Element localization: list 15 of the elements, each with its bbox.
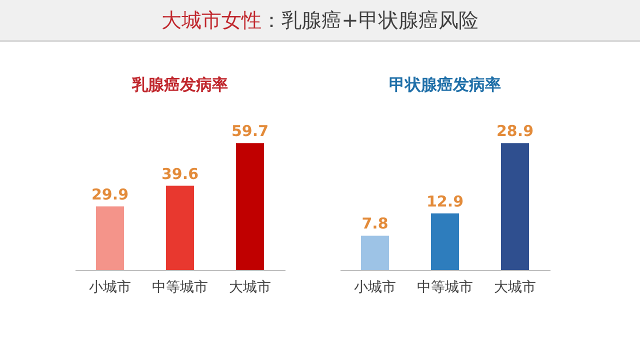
chart-subtitle: 甲状腺癌发病率 xyxy=(389,75,501,94)
data-label: 7.8 xyxy=(362,214,388,233)
x-tick-label: 中等城市 xyxy=(417,280,473,296)
x-tick-label: 小城市 xyxy=(354,280,396,296)
x-tick-label: 小城市 xyxy=(89,280,131,296)
data-label: 29.9 xyxy=(91,185,129,204)
data-label: 12.9 xyxy=(426,192,464,210)
chart-title: 大城市女性：乳腺癌+甲状腺癌风险 xyxy=(0,0,640,42)
data-label: 59.7 xyxy=(231,122,269,140)
chart-subtitle: 乳腺癌发病率 xyxy=(131,75,228,94)
x-tick-label: 大城市 xyxy=(229,280,271,296)
x-tick-label: 大城市 xyxy=(494,280,536,296)
x-tick-label: 中等城市 xyxy=(152,280,208,296)
data-label: 28.9 xyxy=(496,122,534,140)
data-label: 39.6 xyxy=(161,164,199,183)
